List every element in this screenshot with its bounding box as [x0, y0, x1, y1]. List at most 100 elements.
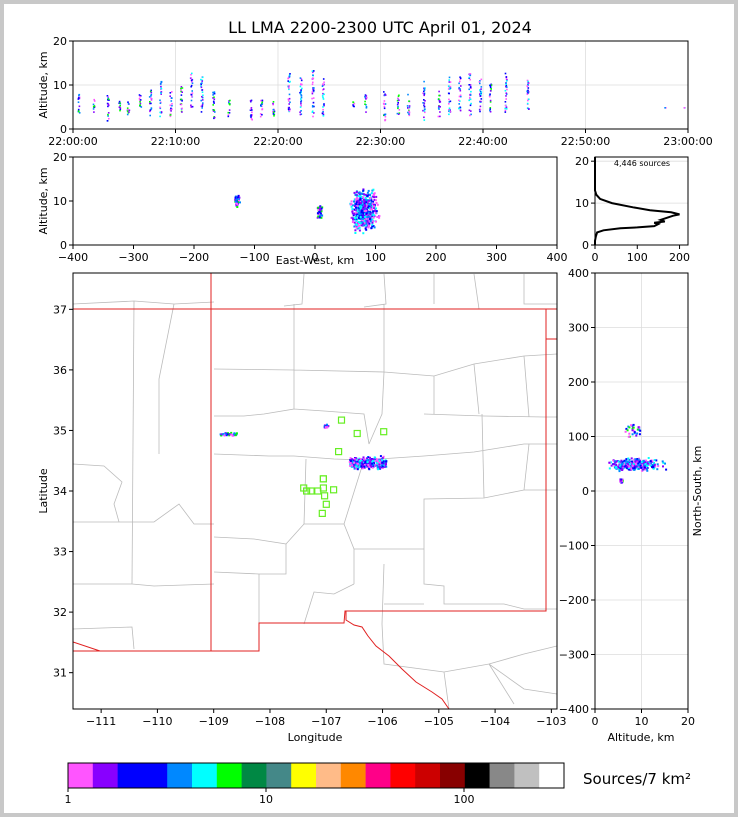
time-height-source-point — [126, 107, 129, 109]
east-west-source-point — [318, 207, 321, 210]
time-height-source-point — [408, 113, 410, 115]
east-west-source-point — [370, 198, 373, 201]
east-west-source-point — [353, 208, 356, 211]
east-west-source-point — [371, 215, 374, 218]
north-south-source-point — [652, 466, 655, 469]
time-height-source-point — [159, 99, 161, 102]
plan-view-source-point — [381, 459, 384, 462]
time-height-source-point — [251, 109, 253, 111]
time-height-source-point — [398, 99, 400, 101]
time-height-source-point — [526, 79, 529, 82]
plan-view-source-point — [365, 463, 368, 466]
time-height-source-point — [311, 97, 313, 100]
time-height-source-point — [408, 109, 410, 112]
east-west-source-point — [364, 227, 367, 230]
time-height-source-point — [408, 110, 410, 113]
time-height-source-point — [322, 106, 324, 108]
time-height-source-point — [408, 114, 411, 117]
time-height-source-point — [468, 84, 470, 86]
time-height-source-point — [150, 107, 153, 109]
plan-view-source-point — [373, 456, 376, 459]
time-height-source-point — [449, 88, 451, 90]
time-height-source-point — [489, 99, 492, 102]
time-height-source-point — [93, 105, 96, 107]
east-west-source-point — [316, 216, 319, 219]
plan-view-x-ticks: −111 −110 −109 −108 −107 −106 −105 −104 −103 — [86, 709, 566, 728]
plan-view-source-point — [385, 463, 387, 466]
time-height-source-point — [259, 115, 262, 118]
east-west-source-point — [360, 207, 363, 209]
north-south-source-point — [634, 458, 637, 461]
east-west-source-point — [368, 218, 371, 221]
time-height-source-point — [181, 111, 183, 113]
plan-view-source-point — [367, 464, 370, 466]
east-west-source-point — [355, 211, 358, 214]
time-height-source-point — [301, 87, 303, 90]
time-height-source-point — [127, 103, 130, 105]
east-west-source-point — [354, 202, 357, 205]
north-south-source-point — [627, 435, 630, 438]
north-south-source-point — [637, 467, 640, 470]
time-height-source-point — [139, 102, 142, 105]
plan-view-source-point — [365, 459, 368, 462]
east-west-source-point — [367, 199, 370, 202]
colorbar: 1 10 100 Sources/7 km² — [65, 762, 691, 806]
east-west-source-point — [235, 204, 238, 207]
time-height-source-point — [469, 96, 471, 99]
time-height-source-point — [160, 91, 163, 93]
east-west-source-point — [320, 216, 323, 219]
time-height-source-point — [200, 78, 202, 81]
plan-view-y-tick-label: 33 — [53, 546, 67, 559]
time-height-source-point — [119, 108, 122, 111]
east-west-source-point — [372, 194, 375, 197]
time-height-source-point — [459, 88, 461, 90]
east-west-source-point — [375, 207, 377, 210]
plan-view-source-point — [369, 456, 371, 459]
time-height-source-point — [119, 107, 122, 109]
colorbar-cell — [216, 763, 242, 788]
colorbar-cell — [92, 763, 118, 788]
time-height-source-point — [150, 93, 153, 96]
north-south-source-point — [621, 462, 624, 465]
plan-view-x-tick-label: −103 — [536, 715, 566, 728]
time-height-source-point — [313, 105, 315, 108]
east-west-source-point — [364, 208, 367, 210]
time-height-source-point — [108, 117, 110, 120]
time-height-source-point — [201, 76, 204, 79]
time-height-source-point — [229, 103, 231, 106]
time-height-source-point — [261, 105, 263, 108]
east-west-source-point — [353, 191, 356, 194]
north-south-x-tick-label: 20 — [681, 715, 695, 728]
east-west-sources — [234, 188, 381, 235]
time-height-source-point — [107, 103, 110, 105]
east-west-source-point — [358, 195, 361, 197]
east-west-source-point — [357, 201, 360, 204]
east-west-source-point — [372, 220, 374, 222]
colorbar-cell — [489, 763, 515, 788]
north-south-grid — [594, 272, 689, 710]
time-height-source-point — [322, 115, 325, 117]
colorbar-cell — [340, 763, 366, 788]
east-west-source-point — [317, 215, 320, 218]
north-south-source-point — [628, 432, 631, 435]
north-south-source-point — [627, 425, 630, 428]
time-height-source-point — [448, 107, 451, 110]
histogram-x-tick-label: 0 — [592, 251, 599, 264]
time-height-source-point — [150, 89, 152, 92]
east-west-source-point — [373, 196, 376, 199]
east-west-source-point — [357, 204, 360, 207]
east-west-source-point — [352, 217, 354, 220]
time-height-source-point — [489, 110, 492, 113]
east-west-source-point — [359, 217, 362, 220]
time-height-source-point — [126, 113, 129, 116]
plan-view-source-point — [368, 468, 371, 471]
east-west-x-tick-label: 100 — [365, 251, 386, 264]
east-west-source-point — [351, 212, 354, 215]
time-height-source-point — [423, 116, 425, 119]
time-height-source-point — [489, 84, 491, 87]
east-west-source-point — [365, 207, 368, 210]
east-west-source-point — [357, 199, 360, 202]
east-west-source-point — [374, 199, 377, 202]
time-height-source-point — [250, 117, 253, 120]
north-south-source-point — [633, 461, 636, 464]
